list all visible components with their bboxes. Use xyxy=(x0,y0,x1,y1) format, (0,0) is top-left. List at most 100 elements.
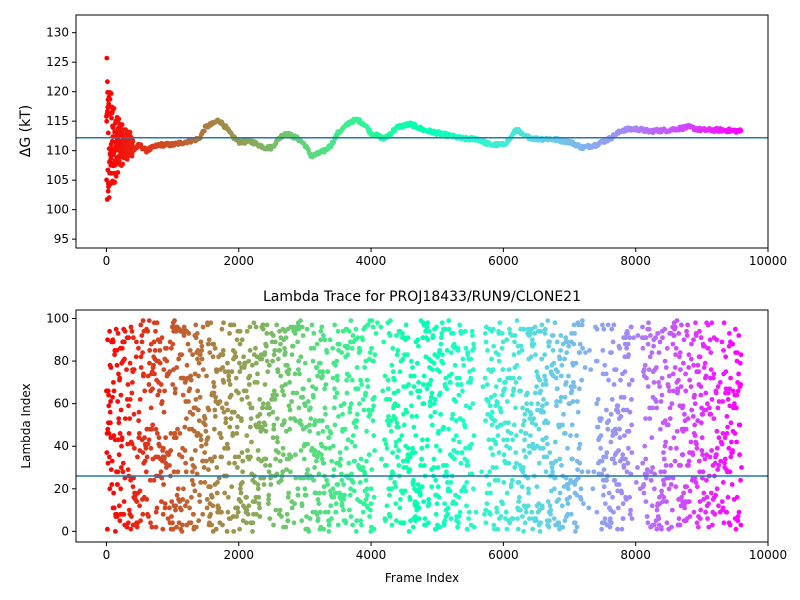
lambda-point xyxy=(379,456,384,462)
lambda-point xyxy=(487,469,493,475)
lambda-point xyxy=(413,433,419,438)
lambda-point xyxy=(240,469,246,475)
lambda-point xyxy=(563,335,569,341)
lambda-point xyxy=(137,397,143,402)
lambda-point xyxy=(409,403,414,409)
lambda-point xyxy=(690,414,696,419)
lambda-point xyxy=(205,435,211,441)
lambda-point xyxy=(461,362,467,368)
lambda-point xyxy=(297,418,303,424)
lambda-point xyxy=(602,362,608,368)
lambda-point xyxy=(115,482,120,487)
lambda-point xyxy=(426,497,432,502)
lambda-point xyxy=(418,492,423,498)
delta-g-point xyxy=(105,79,110,85)
lambda-point xyxy=(733,326,738,332)
lambda-point xyxy=(111,490,116,496)
lambda-point xyxy=(649,435,655,441)
lambda-point xyxy=(429,390,435,396)
lambda-point xyxy=(465,463,471,468)
lambda-point xyxy=(694,484,700,490)
lambda-point xyxy=(715,384,721,389)
lambda-point xyxy=(435,465,441,470)
lambda-point xyxy=(517,375,522,381)
delta-g-point xyxy=(115,170,121,175)
lambda-point xyxy=(522,411,528,417)
lambda-point xyxy=(330,486,336,492)
lambda-point xyxy=(432,397,438,402)
lambda-point xyxy=(436,494,442,500)
lambda-point xyxy=(572,482,578,487)
delta-g-point xyxy=(119,122,125,128)
lambda-point xyxy=(625,341,631,347)
lambda-point xyxy=(330,443,336,449)
lambda-point xyxy=(512,339,517,345)
lambda-point xyxy=(107,328,112,334)
lambda-point xyxy=(521,448,527,453)
lambda-point xyxy=(305,441,310,447)
lambda-point xyxy=(513,433,519,438)
lambda-point xyxy=(512,333,518,338)
lambda-point xyxy=(214,369,220,375)
lambda-point xyxy=(289,399,294,404)
lambda-point xyxy=(225,494,231,500)
lambda-point xyxy=(562,356,567,362)
lambda-point xyxy=(249,362,255,368)
lambda-point xyxy=(263,428,269,434)
lambda-point xyxy=(558,333,564,338)
lambda-point xyxy=(206,337,212,343)
lambda-point xyxy=(449,371,454,377)
lambda-point xyxy=(358,456,364,462)
lambda-point xyxy=(530,526,536,532)
lambda-point xyxy=(518,507,523,513)
lambda-point xyxy=(669,524,674,530)
y-tick-label: 100 xyxy=(46,312,69,326)
lambda-point xyxy=(115,469,121,475)
lambda-point xyxy=(116,420,122,426)
lambda-point xyxy=(700,475,705,481)
lambda-point xyxy=(612,477,618,483)
lambda-point xyxy=(209,522,215,528)
lambda-point xyxy=(428,377,434,383)
lambda-point xyxy=(688,356,694,362)
lambda-point xyxy=(271,388,277,394)
lambda-point xyxy=(727,403,733,409)
lambda-point xyxy=(247,348,253,353)
lambda-point xyxy=(706,524,712,530)
lambda-point xyxy=(542,326,548,332)
lambda-point xyxy=(333,501,339,507)
lambda-point xyxy=(642,362,648,368)
lambda-point xyxy=(388,475,393,481)
lambda-point xyxy=(547,339,552,345)
lambda-point xyxy=(190,411,196,417)
lambda-point xyxy=(659,526,664,532)
lambda-point xyxy=(497,377,502,383)
lambda-point xyxy=(341,497,347,502)
lambda-point xyxy=(413,514,418,519)
lambda-point xyxy=(219,509,224,515)
lambda-point xyxy=(604,450,610,455)
lambda-point xyxy=(315,373,320,379)
lambda-point xyxy=(671,435,677,441)
lambda-point xyxy=(334,390,340,396)
lambda-point xyxy=(716,399,722,404)
lambda-point xyxy=(711,371,717,377)
lambda-point xyxy=(649,503,655,509)
lambda-point xyxy=(396,463,402,468)
lambda-point xyxy=(413,518,418,524)
lambda-point xyxy=(522,520,528,526)
lambda-point xyxy=(235,509,241,515)
lambda-point xyxy=(204,505,210,511)
lambda-point xyxy=(364,458,369,464)
lambda-point xyxy=(303,403,308,409)
lambda-point xyxy=(444,469,449,475)
lambda-point xyxy=(335,328,341,334)
lambda-point xyxy=(462,328,468,334)
lambda-point xyxy=(567,494,573,500)
lambda-point xyxy=(354,411,360,417)
lambda-point xyxy=(736,333,742,338)
lambda-point xyxy=(535,401,541,407)
lambda-point xyxy=(696,369,702,375)
lambda-point xyxy=(502,386,508,392)
lambda-point xyxy=(312,465,317,470)
